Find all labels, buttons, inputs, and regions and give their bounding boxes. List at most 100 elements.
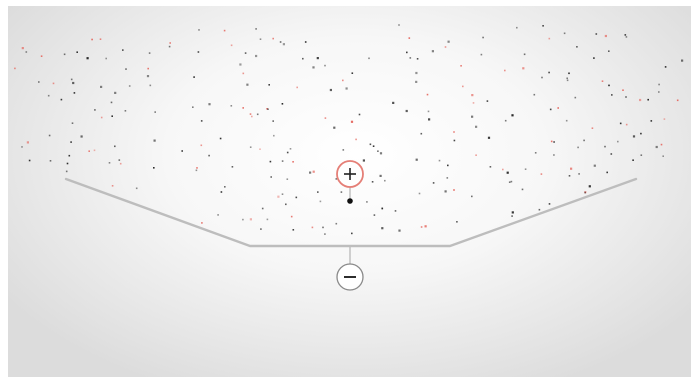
particle bbox=[322, 226, 324, 229]
particle bbox=[73, 92, 76, 94]
particle bbox=[584, 191, 586, 194]
particle bbox=[230, 44, 233, 47]
minus-button[interactable] bbox=[336, 263, 364, 291]
particle bbox=[261, 207, 264, 210]
particle bbox=[269, 160, 272, 163]
particle bbox=[223, 29, 226, 32]
particle bbox=[114, 145, 116, 148]
particle bbox=[242, 107, 244, 109]
particle bbox=[647, 98, 649, 101]
particle bbox=[502, 168, 504, 171]
particle bbox=[577, 146, 579, 149]
particle bbox=[655, 145, 658, 149]
particle bbox=[475, 125, 478, 128]
particle bbox=[381, 227, 384, 230]
particle bbox=[94, 109, 96, 111]
particle bbox=[70, 78, 73, 81]
particle bbox=[625, 96, 627, 98]
particle bbox=[208, 103, 211, 106]
particle bbox=[601, 80, 604, 82]
particle bbox=[281, 193, 284, 195]
particle bbox=[432, 182, 435, 184]
particle bbox=[639, 98, 642, 102]
game-canvas[interactable] bbox=[8, 6, 691, 377]
particle bbox=[311, 226, 314, 229]
particle bbox=[255, 28, 257, 30]
particle bbox=[568, 72, 570, 75]
particle bbox=[606, 171, 608, 174]
particle bbox=[405, 109, 408, 113]
particle bbox=[91, 38, 93, 41]
particle bbox=[415, 158, 418, 161]
particle bbox=[335, 222, 338, 225]
particle bbox=[534, 152, 537, 154]
particle bbox=[557, 107, 559, 109]
particle bbox=[105, 57, 107, 60]
particle bbox=[664, 66, 667, 68]
particle bbox=[14, 67, 16, 70]
particle bbox=[342, 79, 344, 82]
particle bbox=[625, 36, 628, 38]
particle bbox=[242, 72, 245, 75]
particle bbox=[453, 131, 455, 133]
particle bbox=[193, 76, 195, 78]
particle bbox=[324, 233, 326, 235]
particle bbox=[272, 37, 274, 40]
particle bbox=[324, 117, 327, 119]
particle bbox=[486, 100, 489, 102]
particle bbox=[446, 177, 449, 179]
particle bbox=[124, 110, 127, 112]
particle bbox=[489, 166, 492, 168]
particle bbox=[553, 141, 555, 143]
particle bbox=[128, 85, 131, 87]
particle bbox=[286, 151, 289, 154]
particle bbox=[100, 85, 103, 88]
particle bbox=[255, 54, 258, 58]
plus-button[interactable] bbox=[336, 160, 364, 188]
particle bbox=[681, 59, 684, 62]
particle bbox=[272, 120, 274, 122]
particle bbox=[292, 229, 295, 231]
particle bbox=[566, 79, 569, 82]
particle bbox=[611, 94, 613, 96]
particle bbox=[640, 132, 642, 135]
particle bbox=[426, 93, 429, 96]
particle bbox=[570, 167, 573, 170]
particle bbox=[584, 191, 587, 194]
particle bbox=[52, 82, 55, 85]
particle bbox=[373, 214, 376, 216]
particle bbox=[135, 187, 138, 190]
particle bbox=[447, 40, 450, 43]
particle bbox=[418, 192, 421, 195]
ramp-track bbox=[64, 177, 638, 248]
particle bbox=[244, 52, 247, 54]
particle bbox=[550, 140, 553, 143]
particle bbox=[574, 96, 577, 99]
particle bbox=[566, 77, 568, 80]
ball bbox=[347, 198, 353, 204]
particle bbox=[340, 191, 343, 193]
particle bbox=[576, 46, 578, 48]
particle bbox=[650, 120, 653, 122]
particle bbox=[506, 171, 509, 174]
particle bbox=[460, 65, 462, 67]
particle bbox=[281, 160, 284, 162]
particle bbox=[591, 127, 594, 129]
particle bbox=[290, 215, 293, 218]
particle bbox=[444, 46, 447, 48]
particle bbox=[316, 57, 319, 60]
particle bbox=[118, 159, 121, 161]
particle bbox=[511, 114, 514, 117]
particle bbox=[658, 91, 660, 93]
particle bbox=[351, 72, 354, 74]
particle bbox=[548, 71, 550, 74]
particle bbox=[289, 148, 292, 150]
particle bbox=[475, 154, 477, 156]
particle bbox=[420, 132, 423, 135]
particle bbox=[563, 32, 566, 35]
particle bbox=[640, 154, 643, 156]
particle bbox=[617, 140, 619, 143]
particle bbox=[524, 168, 527, 170]
particle bbox=[608, 50, 610, 52]
particle bbox=[420, 226, 423, 228]
